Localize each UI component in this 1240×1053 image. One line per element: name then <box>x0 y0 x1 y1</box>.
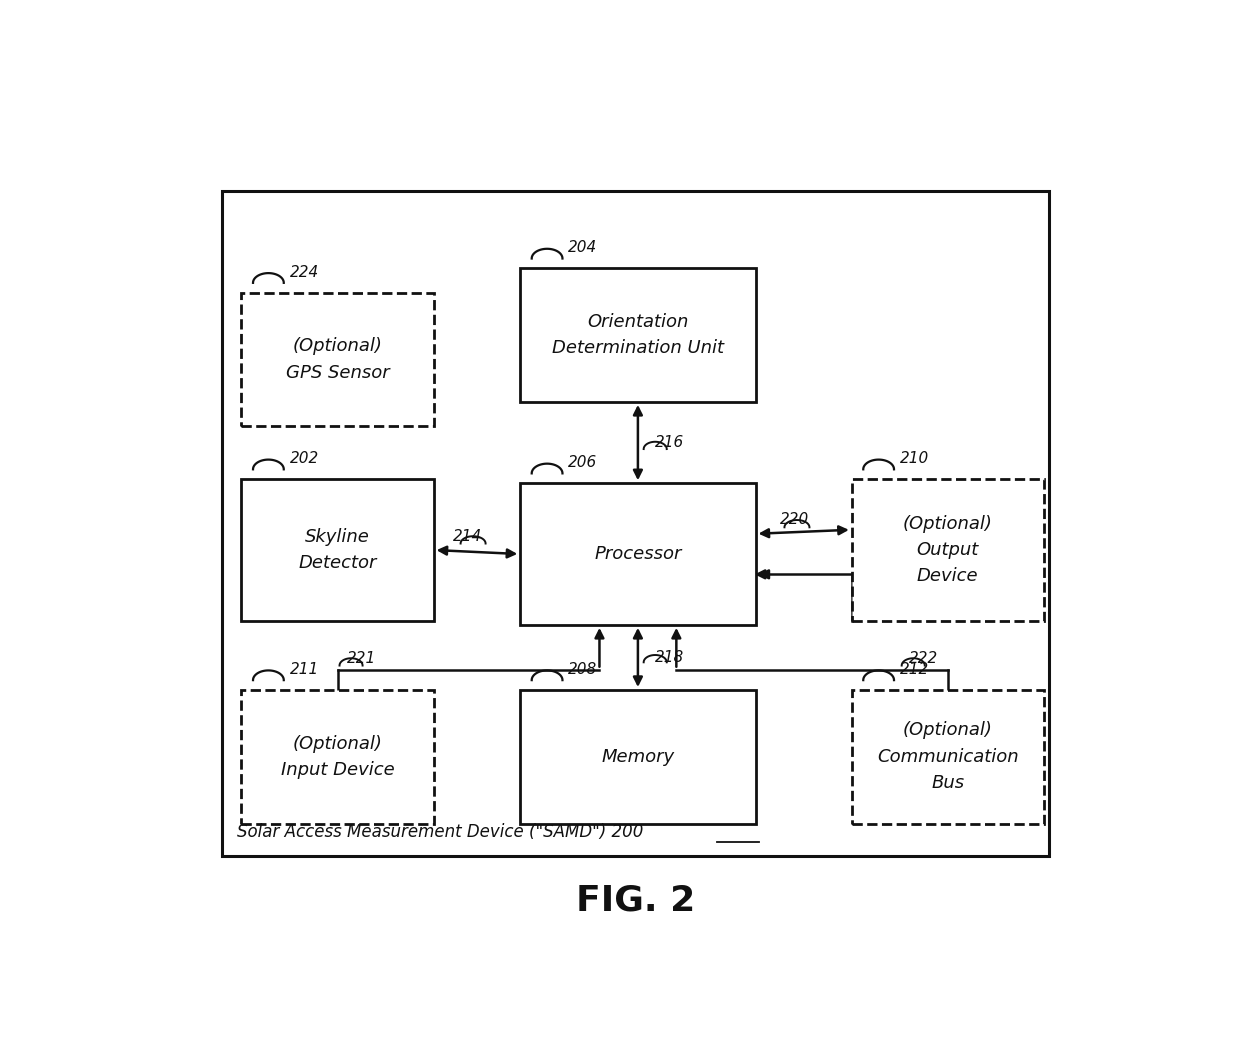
FancyArrowPatch shape <box>756 571 765 578</box>
Text: 220: 220 <box>780 513 808 528</box>
Text: (Optional)
Output
Device: (Optional) Output Device <box>903 515 993 585</box>
Text: 216: 216 <box>655 435 684 450</box>
Text: (Optional)
GPS Sensor: (Optional) GPS Sensor <box>285 337 389 381</box>
Text: 224: 224 <box>290 264 319 280</box>
Bar <box>852 479 1044 621</box>
Text: 222: 222 <box>909 651 939 665</box>
Text: 204: 204 <box>568 240 598 255</box>
Text: 202: 202 <box>290 451 319 466</box>
Text: (Optional)
Communication
Bus: (Optional) Communication Bus <box>877 721 1018 792</box>
Text: 218: 218 <box>655 650 684 664</box>
Text: 212: 212 <box>900 662 929 677</box>
FancyArrowPatch shape <box>634 408 642 478</box>
Text: 206: 206 <box>568 455 598 470</box>
Text: (Optional)
Input Device: (Optional) Input Device <box>280 735 394 779</box>
Bar <box>242 479 434 621</box>
Bar <box>222 192 1049 856</box>
Bar <box>521 690 755 823</box>
FancyArrowPatch shape <box>761 571 769 578</box>
Text: Solar Access Measurement Device ("SAMD") 200: Solar Access Measurement Device ("SAMD")… <box>237 823 644 841</box>
FancyArrowPatch shape <box>439 547 515 557</box>
FancyArrowPatch shape <box>634 631 642 684</box>
Bar <box>521 483 755 625</box>
Bar <box>852 690 1044 823</box>
Text: 211: 211 <box>290 662 319 677</box>
Text: 208: 208 <box>568 662 598 677</box>
FancyArrowPatch shape <box>595 631 604 667</box>
FancyArrowPatch shape <box>672 631 681 667</box>
Text: 221: 221 <box>347 651 377 665</box>
Bar <box>242 690 434 823</box>
FancyArrowPatch shape <box>761 526 846 537</box>
Text: FIG. 2: FIG. 2 <box>575 883 696 917</box>
Text: 214: 214 <box>453 529 482 543</box>
Text: Processor: Processor <box>594 545 682 563</box>
Bar <box>242 293 434 426</box>
Text: Memory: Memory <box>601 748 675 766</box>
Text: 210: 210 <box>900 451 929 466</box>
Bar <box>521 269 755 402</box>
Text: Orientation
Determination Unit: Orientation Determination Unit <box>552 313 724 357</box>
Text: Skyline
Detector: Skyline Detector <box>299 528 377 572</box>
